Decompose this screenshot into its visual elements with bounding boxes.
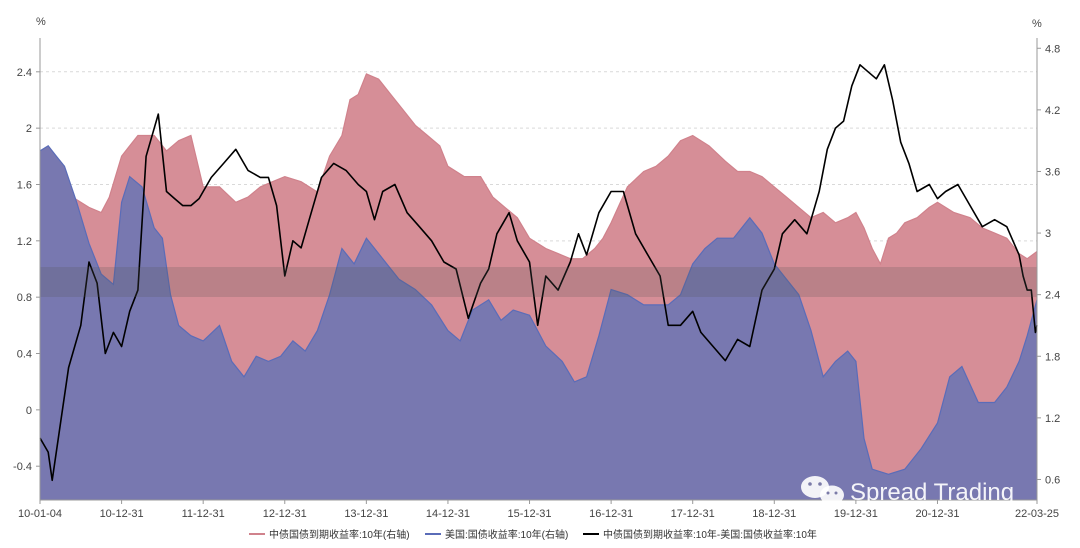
right-tick-label: 2.4 xyxy=(1045,290,1060,302)
legend-item: 中债国债到期收益率:10年(右轴) xyxy=(249,528,410,541)
left-tick-label: 1.6 xyxy=(17,179,32,191)
right-tick-label: 3 xyxy=(1045,228,1051,240)
right-tick-label: 3.6 xyxy=(1045,166,1060,178)
x-tick-label: 11-12-31 xyxy=(182,508,225,520)
legend-label: 中债国债到期收益率:10年-美国:国债收益率:10年 xyxy=(603,528,817,541)
legend-item: 中债国债到期收益率:10年-美国:国债收益率:10年 xyxy=(583,528,817,541)
right-unit-label: % xyxy=(1032,18,1042,30)
x-tick-label: 13-12-31 xyxy=(344,508,388,520)
legend: 中债国债到期收益率:10年(右轴) 美国:国债收益率:10年(右轴) 中债国债到期收… xyxy=(249,528,817,541)
legend-label: 美国:国债收益率:10年(右轴) xyxy=(445,528,568,541)
left-tick-label: 2.4 xyxy=(17,67,32,79)
left-tick-label: 0.8 xyxy=(17,292,32,304)
left-tick-label: -0.4 xyxy=(13,461,32,473)
x-tick-label: 12-12-31 xyxy=(263,508,307,520)
x-tick-label: 15-12-31 xyxy=(508,508,552,520)
x-tick-label: 16-12-31 xyxy=(589,508,633,520)
left-tick-label: 1.2 xyxy=(17,236,32,248)
left-unit-label: % xyxy=(36,16,46,28)
x-tick-label: 22-03-25 xyxy=(1015,508,1059,520)
x-tick-label: 10-01-04 xyxy=(18,508,62,520)
x-tick-label: 19-12-31 xyxy=(834,508,878,520)
x-tick-label: 10-12-31 xyxy=(100,508,144,520)
left-tick-label: 2 xyxy=(26,123,32,135)
left-tick-label: 0 xyxy=(26,405,32,417)
watermark-text: Spread Trading xyxy=(850,479,1014,506)
right-tick-label: 1.2 xyxy=(1045,413,1060,425)
right-tick-label: 1.8 xyxy=(1045,351,1060,363)
x-tick-label: 17-12-31 xyxy=(671,508,715,520)
legend-label: 中债国债到期收益率:10年(右轴) xyxy=(269,528,410,541)
left-tick-label: 0.4 xyxy=(17,349,32,361)
x-tick-label: 18-12-31 xyxy=(752,508,796,520)
legend-item: 美国:国债收益率:10年(右轴) xyxy=(425,528,568,541)
highlight-band xyxy=(40,267,1037,297)
right-tick-label: 4.2 xyxy=(1045,105,1060,117)
x-tick-label: 20-12-31 xyxy=(915,508,959,520)
right-tick-label: 4.8 xyxy=(1045,43,1060,55)
right-tick-label: 0.6 xyxy=(1045,474,1060,486)
x-tick-label: 14-12-31 xyxy=(426,508,470,520)
